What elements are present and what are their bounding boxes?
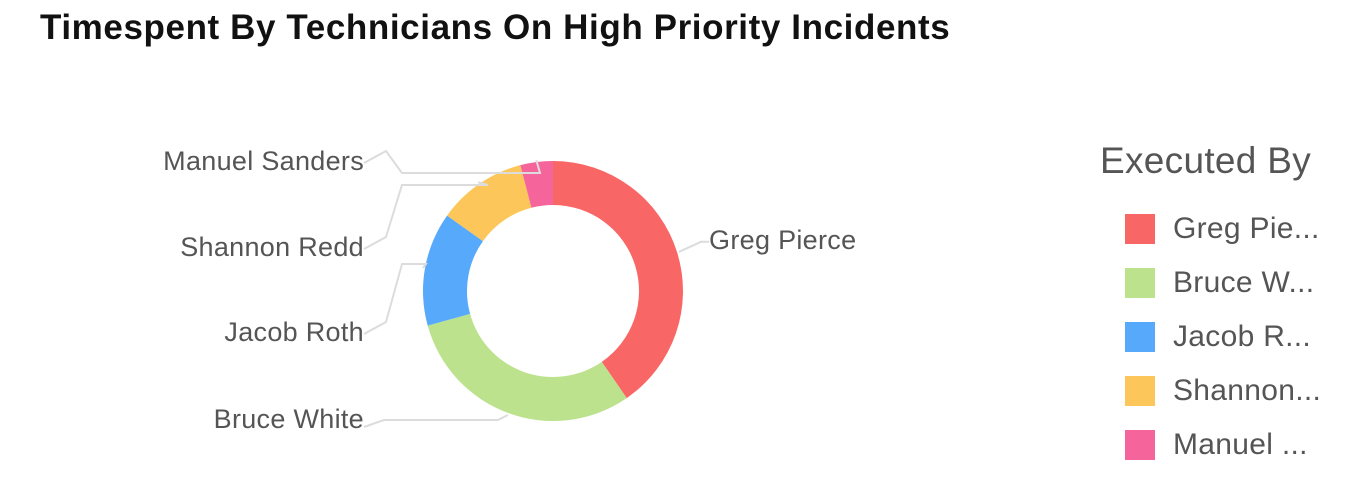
legend-item-manuel-sanders[interactable]: Manuel ...: [1125, 418, 1357, 472]
legend-swatch: [1125, 430, 1155, 460]
slice-label-bruce-white: Bruce White: [214, 404, 364, 434]
connector-greg-pierce: [678, 240, 710, 253]
legend-label: Jacob R...: [1173, 320, 1312, 353]
slice-label-shannon-redd: Shannon Redd: [180, 232, 364, 262]
legend-swatch: [1125, 322, 1155, 352]
donut-slice-shannon-redd[interactable]: [447, 165, 532, 242]
legend-swatch: [1125, 376, 1155, 406]
legend-item-bruce-white[interactable]: Bruce W...: [1125, 256, 1357, 310]
legend-label: Greg Pie...: [1173, 212, 1320, 245]
connector-bruce-white: [363, 414, 509, 428]
legend-label: Manuel ...: [1173, 428, 1308, 461]
legend-item-shannon-redd[interactable]: Shannon...: [1125, 364, 1357, 418]
legend-item-jacob-roth[interactable]: Jacob R...: [1125, 310, 1357, 364]
slice-label-greg-pierce: Greg Pierce: [709, 225, 856, 255]
chart-title: Timespent By Technicians On High Priorit…: [40, 8, 951, 47]
label-connectors: [363, 149, 710, 428]
donut-chart: Greg Pierce Bruce White Jacob Roth Shannon …: [163, 146, 856, 434]
donut-slice-jacob-roth[interactable]: [423, 215, 483, 326]
donut-slice-greg-pierce[interactable]: [553, 161, 684, 399]
legend-swatch: [1125, 214, 1155, 244]
legend-items: Greg Pie... Bruce W... Jacob R... Shannon..…: [1100, 202, 1357, 472]
slice-label-jacob-roth: Jacob Roth: [224, 317, 364, 347]
legend-label: Bruce W...: [1173, 266, 1315, 299]
legend: Executed By Greg Pie... Bruce W... Jacob R…: [1100, 140, 1357, 472]
donut-slices: [423, 161, 684, 421]
legend-title: Executed By: [1100, 140, 1312, 181]
legend-label: Shannon...: [1173, 374, 1322, 407]
slice-label-manuel-sanders: Manuel Sanders: [163, 146, 364, 176]
legend-item-greg-pierce[interactable]: Greg Pie...: [1125, 202, 1357, 256]
connector-jacob-roth: [363, 263, 428, 335]
connector-manuel-sanders: [363, 149, 542, 174]
legend-swatch: [1125, 268, 1155, 298]
connector-shannon-redd: [363, 181, 489, 250]
slice-labels: Greg Pierce Bruce White Jacob Roth Shannon …: [163, 146, 856, 434]
donut-slice-bruce-white[interactable]: [427, 313, 627, 421]
